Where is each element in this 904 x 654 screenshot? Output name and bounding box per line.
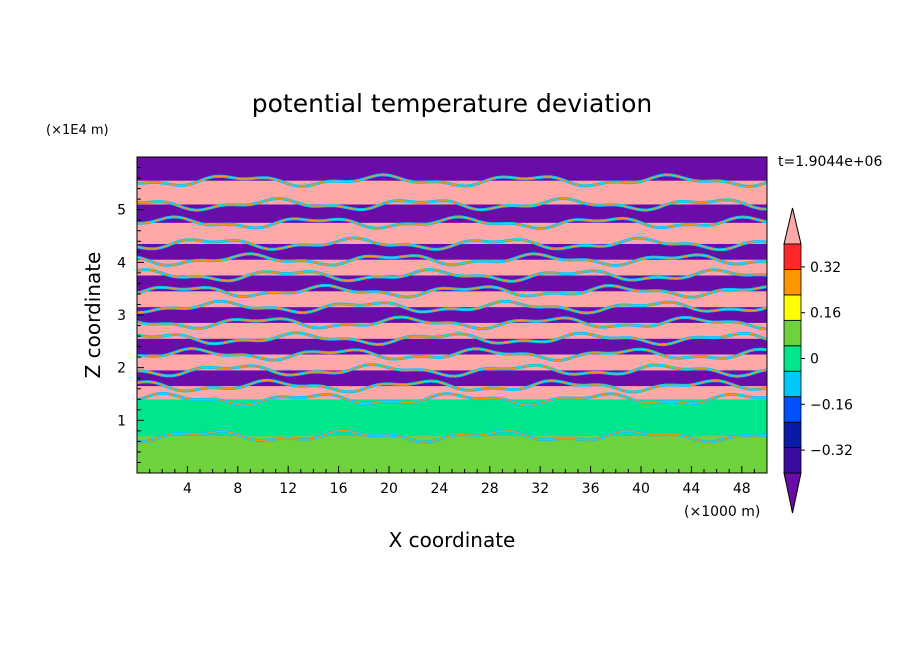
contour-line xyxy=(136,197,768,211)
colorbar-tick-label: −0.32 xyxy=(810,443,853,459)
contour-line xyxy=(137,429,768,443)
y-axis-label: Z coordinate xyxy=(81,252,105,379)
x-tick-label: 32 xyxy=(531,481,549,497)
x-tick-label: 44 xyxy=(682,481,700,497)
colorbar-segment xyxy=(783,421,802,448)
x-tick-label: 4 xyxy=(183,481,192,497)
plot-area xyxy=(136,156,768,474)
colorbar-segment xyxy=(783,370,802,398)
contour-band xyxy=(137,399,767,437)
contour-line xyxy=(136,174,768,188)
colorbar-top-arrow xyxy=(783,207,802,245)
contour-band xyxy=(137,222,767,244)
y-unit-label: (×1E4 m) xyxy=(46,123,109,138)
contour-band xyxy=(137,275,767,292)
colorbar-segment xyxy=(783,396,802,423)
contour-band xyxy=(137,354,767,371)
contour-band xyxy=(137,291,767,308)
colorbar-tick-label: 0.16 xyxy=(810,306,841,322)
colorbar-segment xyxy=(783,345,802,372)
y-tick-label: 2 xyxy=(117,361,126,377)
contour-band xyxy=(137,322,767,339)
chart-title: potential temperature deviation xyxy=(252,89,652,118)
x-tick-label: 8 xyxy=(233,481,242,497)
x-tick-label: 48 xyxy=(733,481,751,497)
contour-line xyxy=(137,216,768,229)
colorbar-segment xyxy=(783,447,802,474)
x-tick-label: 28 xyxy=(481,481,499,497)
colorbar: 0.32 0.16 0 −0.16 −0.32 xyxy=(783,207,853,514)
x-tick-label: 36 xyxy=(582,481,600,497)
y-tick-label: 4 xyxy=(117,255,126,271)
time-label: t=1.9044e+06 xyxy=(778,154,882,170)
contour-line xyxy=(137,347,768,362)
x-axis: 4 8 12 16 20 24 28 32 36 40 44 48 xyxy=(149,466,755,497)
contour-band xyxy=(137,204,767,223)
colorbar-bottom-arrow xyxy=(783,472,802,514)
contour-band xyxy=(137,243,767,260)
contour-line xyxy=(136,284,768,298)
contour-line xyxy=(136,269,768,282)
colorbar-tick-label: 0 xyxy=(810,352,819,368)
colorbar-tick-label: 0.32 xyxy=(810,260,841,276)
contour-line xyxy=(136,316,768,330)
colorbar-segment xyxy=(783,243,802,270)
y-tick-label: 5 xyxy=(117,203,126,219)
colorbar-segment xyxy=(783,319,802,347)
y-tick-label: 3 xyxy=(117,308,126,324)
contour-line xyxy=(136,253,768,267)
x-tick-label: 40 xyxy=(632,481,650,497)
x-unit-label: (×1000 m) xyxy=(684,504,760,520)
contour-line xyxy=(136,300,768,314)
contour-line xyxy=(136,237,768,251)
colorbar-segment xyxy=(783,294,802,321)
contour-line xyxy=(136,363,768,377)
x-tick-label: 20 xyxy=(380,481,398,497)
x-tick-label: 16 xyxy=(330,481,348,497)
x-axis-label: X coordinate xyxy=(389,528,516,552)
contour-band xyxy=(137,338,767,355)
contour-band xyxy=(137,157,767,181)
colorbar-tick-label: −0.16 xyxy=(810,397,853,413)
contour-band xyxy=(137,436,767,473)
contour-line xyxy=(136,332,768,346)
x-tick-label: 12 xyxy=(279,481,297,497)
y-axis: 1 2 3 4 5 xyxy=(117,167,144,463)
y-tick-label: 1 xyxy=(117,413,126,429)
contour-line xyxy=(136,379,768,393)
contour-line xyxy=(136,392,768,406)
x-tick-label: 24 xyxy=(430,481,448,497)
colorbar-segment xyxy=(783,269,802,296)
